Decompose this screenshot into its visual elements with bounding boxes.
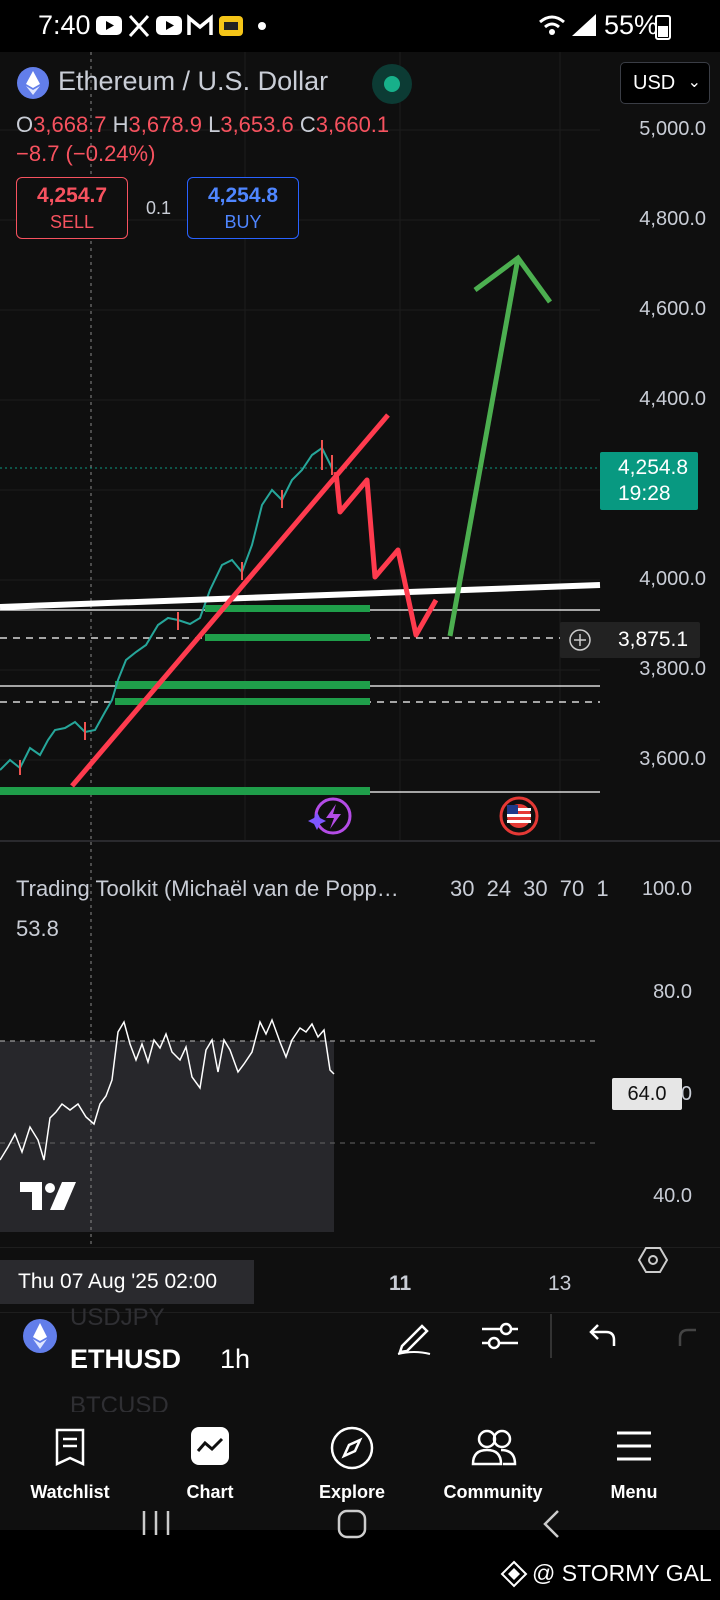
time-axis-border [0,1247,720,1248]
pane-separator[interactable] [0,840,720,842]
crosshair-date-label: Thu 07 Aug '25 02:00 [0,1260,254,1304]
red-down-arrow [333,471,439,638]
nav-community[interactable]: Community [423,1412,563,1512]
sell-label: SELL [49,212,95,232]
ohlc-values: O3,668.7 H3,678.9 L3,653.6 C3,660.1 [16,112,390,137]
osc-tick: 80.0 [653,981,692,1003]
nav-label: Explore [318,1482,386,1502]
pencil-draw-icon[interactable] [394,1316,434,1356]
notification-icons [96,14,266,38]
oscillator-current-badge: 64.0 [612,1078,682,1110]
sell-button[interactable]: 4,254.7 SELL [16,177,128,239]
lightning-icon [308,797,352,835]
home-icon[interactable] [336,1508,368,1540]
crosshair-price: 3,875.1 [618,628,689,651]
green-up-arrow [447,257,521,637]
tradingview-logo-icon[interactable] [18,1180,80,1212]
spread-value: 0.1 [146,198,172,218]
indicators-icon[interactable] [480,1318,520,1354]
y-tick: 4,400.0 [639,388,706,410]
resistance-line [0,582,601,610]
buy-button[interactable]: 4,254.8 BUY [187,177,299,239]
y-tick: 4,800.0 [639,208,706,230]
currency-value: USD [633,72,676,94]
add-alert-icon[interactable] [568,628,592,652]
countdown: 19:28 [618,482,671,505]
chevron-down-icon: ⌄ [687,74,701,91]
price-scale[interactable]: 5,000.0 4,800.0 4,600.0 4,400.0 4,000.0 … [600,52,720,1292]
signal-icon [572,14,596,36]
nav-label: Community [443,1482,543,1502]
app-icon [219,16,243,36]
nav-explore[interactable]: Explore [282,1412,422,1512]
osc-tick: 100.0 [641,878,692,900]
status-time: 7:40 [38,10,91,40]
oscillator-params[interactable]: 30 24 30 70 1 [450,876,609,901]
y-tick: 5,000.0 [639,118,706,140]
x-tick: 13 [548,1272,572,1295]
oscillator-line [0,1017,335,1161]
watchlist-icon [55,1428,85,1466]
ethereum-icon [17,67,49,99]
x-tick: 11 [389,1272,412,1295]
price-change: −8.7 (−0.24%) [16,141,156,166]
currency-select[interactable]: USD ⌄ [620,62,710,104]
ticker-scroll-above: USDJPY [70,1304,165,1331]
toolbar-divider [550,1314,552,1358]
x-icon [128,14,150,38]
recents-icon[interactable] [140,1508,172,1538]
candles-series [0,446,333,771]
oscillator-chart[interactable] [0,842,600,1247]
system-navigation [0,1530,720,1600]
crosshair-price-badge[interactable]: 3,875.1 [560,622,700,658]
oscillator-name[interactable]: Trading Toolkit (Michaël van de Popp… [16,876,399,901]
symbol-selector[interactable]: ETHUSD [70,1344,182,1374]
youtube-icon [96,16,122,35]
battery-percent: 55% [604,10,659,40]
symbol-title[interactable]: Ethereum / U.S. Dollar [58,66,329,96]
nav-watchlist[interactable]: Watchlist [0,1412,140,1512]
nav-label: Watchlist [30,1482,110,1502]
price-chart[interactable] [0,52,610,840]
market-status-indicator[interactable] [372,64,412,104]
buy-label: BUY [224,212,262,232]
dot-icon [258,22,266,30]
sell-price: 4,254.7 [36,184,108,207]
menu-icon [617,1431,651,1461]
candles-down [19,440,333,775]
wifi-icon [539,15,565,35]
compass-icon [330,1426,374,1470]
y-tick: 3,600.0 [639,748,706,770]
y-tick: 3,800.0 [639,658,706,680]
osc-tick: 40.0 [653,1185,692,1207]
ethereum-icon [23,1319,57,1353]
us-flag-icon [499,796,539,836]
current-price: 4,254.8 [618,456,689,479]
watermark-logo-icon [500,1560,528,1588]
chart-icon [191,1427,229,1465]
nav-label: Chart [186,1482,234,1502]
green-arrowhead [473,254,553,304]
gmail-icon [187,14,213,35]
interval-selector[interactable]: 1h [220,1344,251,1374]
nav-chart[interactable]: Chart [140,1412,280,1512]
support-zones [0,605,370,795]
chart-settings-icon[interactable] [638,1246,668,1274]
oscillator-value: 53.8 [16,916,59,941]
youtube-icon [156,16,182,35]
connectivity-icons [539,14,596,36]
buy-price: 4,254.8 [207,184,279,207]
nav-menu[interactable]: Menu [564,1412,704,1512]
y-tick: 4,600.0 [639,298,706,320]
chart-toolbar [0,1312,720,1413]
back-icon[interactable] [540,1508,562,1540]
current-price-badge: 4,254.8 19:28 [600,452,698,510]
redo-icon[interactable] [676,1322,698,1350]
nav-label: Menu [610,1482,658,1502]
battery-icon [655,15,671,40]
community-icon [471,1429,517,1466]
y-tick: 4,000.0 [639,568,706,590]
watermark-text: @ STORMY GAL [532,1560,712,1586]
undo-icon[interactable] [588,1322,618,1350]
